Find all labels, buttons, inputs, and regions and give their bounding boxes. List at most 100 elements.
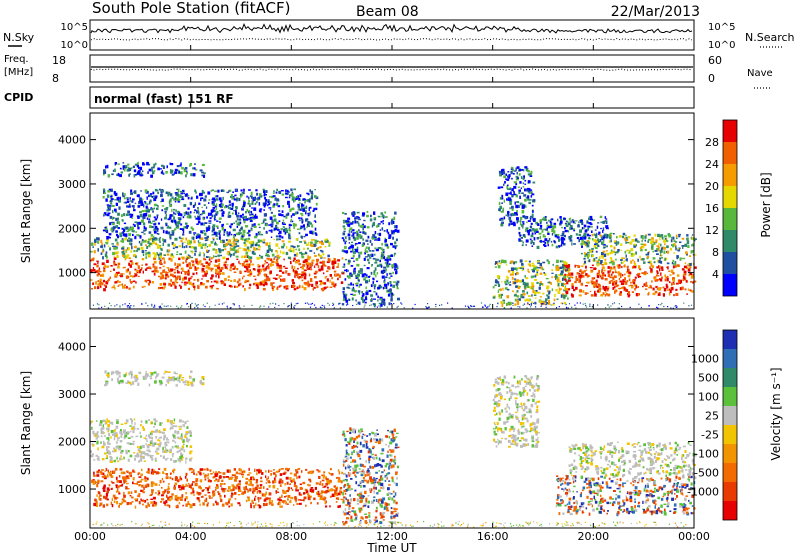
power-cell: [643, 272, 646, 275]
velocity-cell: [319, 480, 322, 483]
power-cell: [225, 239, 228, 242]
power-cell: [601, 241, 604, 245]
power-cell: [141, 174, 143, 177]
power-cell: [208, 249, 210, 252]
power-speckle: [401, 303, 403, 305]
power-cell: [368, 250, 372, 252]
velocity-cell: [207, 503, 209, 507]
power-speckle: [290, 302, 292, 304]
power-cell: [493, 295, 496, 298]
power-cell: [494, 284, 497, 287]
power-cell: [192, 282, 195, 285]
power-cell: [282, 226, 285, 228]
power-cell: [128, 173, 130, 177]
power-cell: [293, 257, 296, 261]
velocity-cell: [293, 484, 296, 487]
power-cell: [595, 250, 598, 253]
power-cell: [510, 167, 514, 171]
power-cell: [162, 286, 165, 290]
power-cell: [568, 268, 571, 271]
power-cell: [220, 281, 224, 285]
power-cell: [521, 269, 524, 272]
power-cell: [652, 265, 654, 268]
power-cell: [173, 228, 177, 231]
velocity-cell: [121, 498, 125, 501]
power-cell: [290, 218, 293, 222]
power-cell: [301, 221, 304, 224]
power-cell: [183, 281, 187, 284]
power-speckle: [165, 305, 167, 307]
power-cell: [119, 234, 122, 238]
power-cell: [104, 226, 107, 229]
power-cell: [352, 248, 354, 252]
power-cell: [379, 298, 383, 301]
power-cell: [148, 194, 150, 198]
power-cell: [531, 264, 534, 267]
power-cell: [316, 262, 319, 264]
power-cell: [513, 193, 517, 196]
power-cell: [156, 207, 159, 210]
power-cell: [300, 225, 303, 228]
velocity-cell: [328, 489, 331, 492]
power-cell: [328, 258, 331, 262]
power-cell: [533, 229, 537, 232]
power-cell: [306, 257, 310, 261]
velocity-cell: [190, 486, 192, 489]
power-cell: [373, 211, 376, 215]
power-cell: [509, 281, 512, 283]
velocity-cell: [120, 471, 124, 475]
power-cell: [570, 293, 573, 296]
power-speckle: [545, 306, 547, 308]
power-cell: [202, 265, 205, 267]
power-cell: [660, 266, 664, 269]
power-cell: [243, 221, 246, 223]
velocity-cell: [221, 487, 223, 491]
power-cell: [255, 242, 258, 246]
power-cell: [195, 235, 198, 239]
power-speckle: [107, 307, 109, 309]
power-cell: [117, 280, 119, 283]
power-cell: [174, 285, 177, 289]
power-cell: [159, 277, 163, 280]
power-cell: [257, 223, 261, 226]
power-speckle: [427, 303, 429, 305]
power-cell: [301, 255, 305, 259]
power-cell: [592, 255, 594, 257]
power-cell: [558, 274, 561, 277]
power-speckle: [690, 304, 693, 306]
power-cell: [278, 213, 282, 216]
power-cell: [111, 216, 114, 221]
power-cell: [656, 275, 660, 277]
power-cell: [501, 169, 504, 172]
power-cell: [345, 299, 349, 303]
power-cell: [326, 239, 329, 243]
power-cell: [319, 246, 322, 249]
power-cell: [686, 293, 688, 295]
velocity-cell: [307, 494, 311, 498]
power-cell: [546, 227, 548, 231]
power-cell: [275, 226, 279, 230]
power-cell: [142, 162, 145, 166]
power-cell: [678, 233, 681, 236]
power-cell: [205, 261, 209, 264]
power-cell: [268, 202, 271, 206]
power-cell: [153, 163, 156, 167]
power-cell: [252, 216, 256, 220]
power-cell: [637, 258, 639, 262]
power-cell: [566, 268, 569, 272]
power-cell: [598, 239, 602, 241]
power-cell: [296, 275, 299, 279]
nsearch-trace: [90, 37, 693, 41]
power-speckle: [571, 306, 573, 308]
power-cell: [208, 262, 211, 266]
power-cell: [534, 232, 537, 235]
power-cell: [103, 169, 106, 173]
power-speckle: [221, 303, 223, 305]
power-speckle: [209, 306, 211, 308]
power-cell: [127, 239, 129, 242]
power-cell: [570, 227, 573, 230]
power-cell: [561, 240, 564, 245]
power-cell: [133, 209, 136, 212]
power-cell: [259, 281, 263, 286]
power-cell: [569, 276, 573, 278]
